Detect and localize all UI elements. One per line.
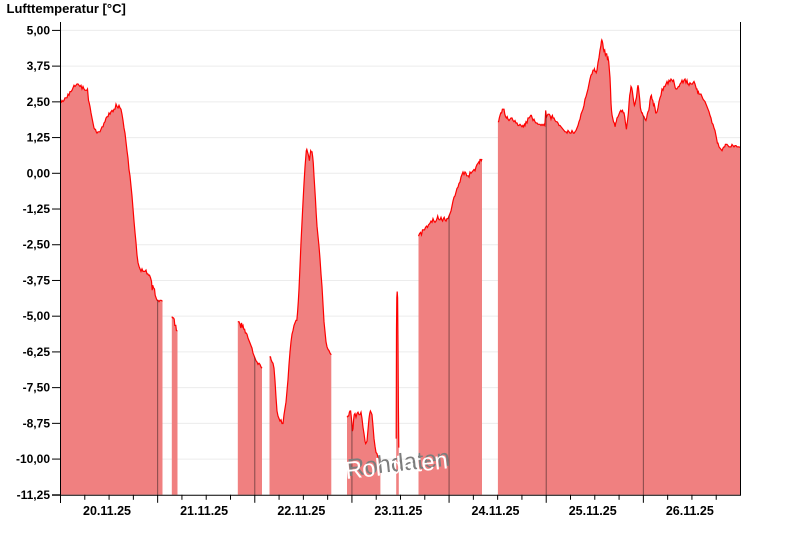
svg-text:-7,50: -7,50 xyxy=(23,381,51,395)
svg-text:-2,50: -2,50 xyxy=(23,238,51,252)
svg-text:24.11.25: 24.11.25 xyxy=(472,504,520,518)
svg-text:1,25: 1,25 xyxy=(27,131,51,145)
svg-text:26.11.25: 26.11.25 xyxy=(666,504,714,518)
svg-text:Lufttemperatur [°C]: Lufttemperatur [°C] xyxy=(7,1,126,16)
svg-text:-1,25: -1,25 xyxy=(23,202,51,216)
svg-text:-11,25: -11,25 xyxy=(17,488,51,502)
svg-text:-10,00: -10,00 xyxy=(16,452,50,466)
svg-text:25.11.25: 25.11.25 xyxy=(569,504,617,518)
svg-text:21.11.25: 21.11.25 xyxy=(180,504,228,518)
svg-text:22.11.25: 22.11.25 xyxy=(277,504,325,518)
svg-text:-8,75: -8,75 xyxy=(23,416,51,430)
svg-text:-5,00: -5,00 xyxy=(23,309,51,323)
svg-text:0,00: 0,00 xyxy=(27,166,51,180)
svg-text:2,50: 2,50 xyxy=(27,95,51,109)
svg-text:3,75: 3,75 xyxy=(27,59,51,73)
svg-text:-3,75: -3,75 xyxy=(23,273,51,287)
svg-text:23.11.25: 23.11.25 xyxy=(374,504,422,518)
svg-text:5,00: 5,00 xyxy=(27,23,51,37)
svg-text:-6,25: -6,25 xyxy=(23,345,51,359)
svg-text:20.11.25: 20.11.25 xyxy=(83,504,131,518)
